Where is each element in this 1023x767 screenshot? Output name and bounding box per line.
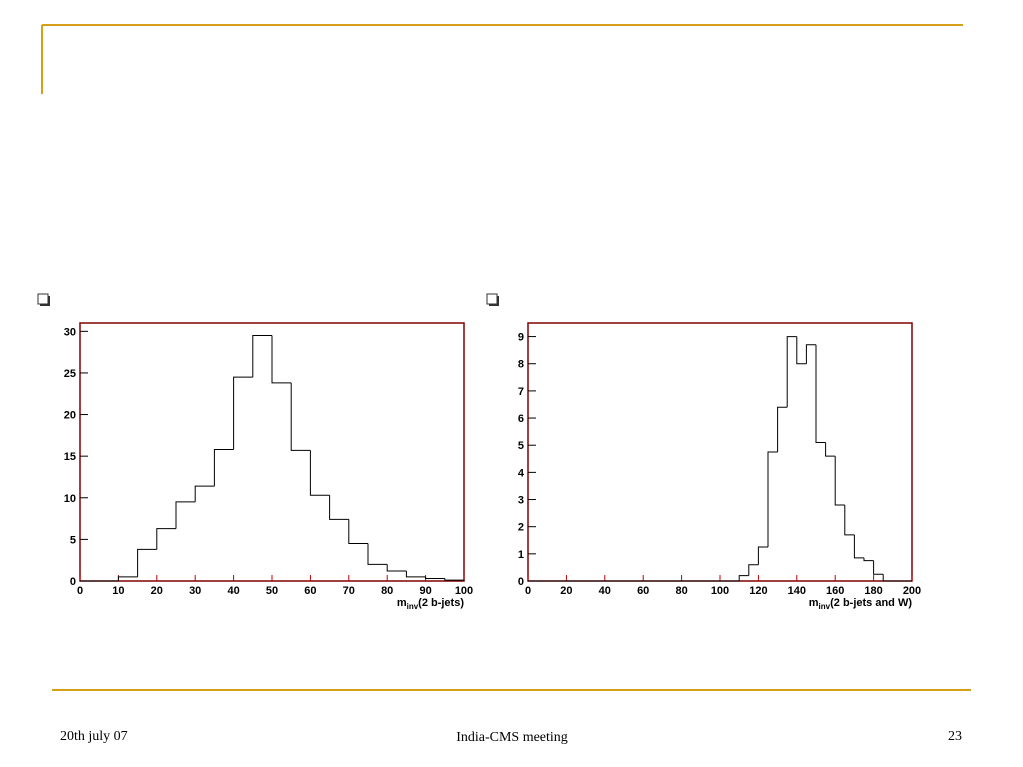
histogram-bin — [386, 564, 407, 572]
histogram-bin — [863, 557, 874, 562]
y-tick-label: 2 — [518, 522, 524, 534]
histogram-bin — [425, 576, 445, 580]
x-tick-label: 80 — [675, 585, 687, 597]
histogram-bin — [796, 336, 807, 365]
y-tick-label: 0 — [70, 576, 76, 588]
y-tick-label: 6 — [518, 413, 524, 425]
x-tick-label: 120 — [749, 585, 767, 597]
histogram-bin — [748, 564, 759, 576]
x-label-rest: (2 b-jets and W) — [830, 597, 912, 609]
bullet — [37, 293, 50, 306]
x-axis-label: minv(2 b-jets and W) — [809, 597, 913, 611]
histogram-bin — [444, 578, 465, 581]
x-tick-label: 90 — [419, 585, 431, 597]
histogram-bin — [757, 546, 768, 565]
y-tick-label: 10 — [64, 493, 76, 505]
x-tick-label: 20 — [560, 585, 572, 597]
histogram-bin — [117, 576, 138, 581]
x-label-subscript: inv — [407, 602, 419, 611]
y-tick-label: 15 — [64, 451, 76, 463]
x-tick-label: 20 — [151, 585, 163, 597]
histogram-bin — [194, 485, 215, 502]
x-tick-label: 60 — [637, 585, 649, 597]
x-tick-label: 100 — [711, 585, 729, 597]
footer-date: 20th july 07 — [60, 729, 128, 744]
histogram-bin — [213, 449, 234, 487]
histogram-bin — [825, 442, 836, 457]
histogram-bin — [805, 344, 816, 364]
x-tick-label: 0 — [77, 585, 83, 597]
x-tick-label: 30 — [189, 585, 201, 597]
histogram-bin — [882, 574, 893, 582]
x-tick-label: 100 — [455, 585, 473, 597]
histogram-bin — [290, 382, 311, 451]
y-tick-label: 5 — [518, 440, 524, 452]
histogram-bin — [777, 406, 788, 452]
x-tick-label: 200 — [903, 585, 921, 597]
histogram-bin — [156, 528, 176, 550]
histogram-bin — [348, 519, 368, 545]
y-tick-label: 7 — [518, 386, 524, 398]
x-label-subscript: inv — [819, 602, 831, 611]
x-tick-label: 10 — [112, 585, 124, 597]
histogram-bin — [175, 501, 196, 529]
y-tick-label: 25 — [64, 368, 76, 380]
x-tick-label: 0 — [525, 585, 531, 597]
x-tick-label: 40 — [227, 585, 239, 597]
bullet — [486, 293, 499, 306]
x-tick-label: 180 — [864, 585, 882, 597]
histogram-bin — [767, 451, 778, 548]
footer-page: 23 — [948, 729, 962, 744]
y-tick-label: 0 — [518, 576, 524, 588]
histogram-bin — [405, 571, 426, 578]
y-tick-label: 3 — [518, 495, 524, 507]
histogram-bin — [367, 543, 388, 565]
histogram-bin — [309, 450, 330, 496]
y-tick-label: 5 — [70, 534, 76, 546]
x-tick-label: 40 — [599, 585, 611, 597]
x-tick-label: 70 — [343, 585, 355, 597]
histogram-bin — [844, 504, 855, 536]
histogram-bin — [137, 548, 157, 577]
y-tick-label: 20 — [64, 410, 76, 422]
y-tick-label: 30 — [64, 326, 76, 338]
histogram-bin — [853, 534, 864, 559]
y-tick-label: 1 — [518, 549, 524, 561]
y-tick-label: 4 — [518, 467, 525, 479]
x-label-symbol: m — [809, 597, 819, 609]
histogram-bin — [738, 575, 749, 581]
histogram-bin — [873, 560, 884, 575]
histogram-bin — [233, 376, 253, 450]
x-tick-label: 60 — [304, 585, 316, 597]
y-tick-label: 9 — [518, 332, 524, 344]
histogram-bin — [329, 495, 349, 520]
y-tick-label: 8 — [518, 359, 524, 371]
histogram-bin — [786, 336, 797, 408]
histogram-bin — [252, 334, 272, 378]
histogram-bin — [834, 456, 845, 506]
x-label-symbol: m — [397, 597, 407, 609]
x-tick-label: 50 — [266, 585, 278, 597]
x-axis-label: minv(2 b-jets) — [397, 597, 465, 611]
x-tick-label: 140 — [788, 585, 806, 597]
histogram-bin — [815, 344, 826, 443]
histogram-bin — [271, 335, 292, 384]
x-label-rest: (2 b-jets) — [418, 597, 464, 609]
footer-title: India-CMS meeting — [456, 730, 568, 745]
x-tick-label: 160 — [826, 585, 844, 597]
x-tick-label: 80 — [381, 585, 393, 597]
